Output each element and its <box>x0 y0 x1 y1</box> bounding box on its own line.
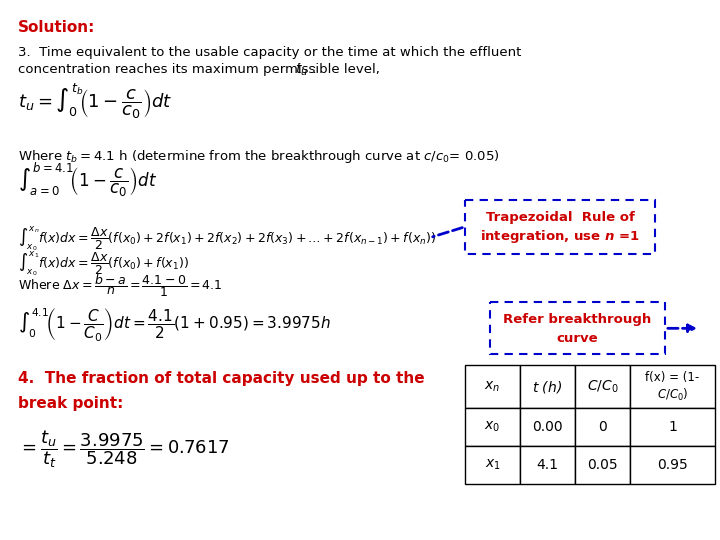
Bar <box>520 365 575 408</box>
Text: $\int_0^{4.1}\!\left(1 - \dfrac{C}{C_0}\right)dt = \dfrac{4.1}{2}(1+0.95) = 3.99: $\int_0^{4.1}\!\left(1 - \dfrac{C}{C_0}\… <box>18 307 331 344</box>
Text: $C/C_0$: $C/C_0$ <box>587 379 618 395</box>
Text: 4.  The fraction of total capacity used up to the: 4. The fraction of total capacity used u… <box>18 372 425 387</box>
Text: 0: 0 <box>598 420 607 434</box>
FancyBboxPatch shape <box>465 200 655 254</box>
Text: 0.05: 0.05 <box>588 458 618 472</box>
Text: Solution:: Solution: <box>18 21 95 36</box>
Bar <box>465 365 520 408</box>
Bar <box>520 446 575 484</box>
Text: 0.95: 0.95 <box>657 458 688 472</box>
Bar <box>465 408 520 446</box>
Bar <box>630 446 715 484</box>
Text: 3.  Time equivalent to the usable capacity or the time at which the effluent: 3. Time equivalent to the usable capacit… <box>18 46 521 59</box>
Text: f(x) = (1-: f(x) = (1- <box>645 372 700 384</box>
Text: $t_u$: $t_u$ <box>295 62 308 78</box>
Text: $= \dfrac{t_u}{t_t} = \dfrac{3.9975}{5.248} = 0.7617$: $= \dfrac{t_u}{t_t} = \dfrac{3.9975}{5.2… <box>18 428 230 470</box>
FancyBboxPatch shape <box>490 302 665 354</box>
Text: $t_u = \int_0^{t_b}\!\left(1 - \dfrac{c}{c_0}\right)dt$: $t_u = \int_0^{t_b}\!\left(1 - \dfrac{c}… <box>18 82 172 121</box>
Text: Trapezoidal  Rule of: Trapezoidal Rule of <box>485 211 634 224</box>
Text: $C/C_0$): $C/C_0$) <box>657 387 688 403</box>
Text: break point:: break point: <box>18 396 123 411</box>
Text: 4.1: 4.1 <box>536 458 559 472</box>
Text: concentration reaches its maximum permissible level,: concentration reaches its maximum permis… <box>18 63 380 77</box>
Bar <box>575 446 630 484</box>
Text: $\int_{x_0}^{x_1} f(x)dx = \dfrac{\Delta x}{2}(f(x_0) + f(x_1))$: $\int_{x_0}^{x_1} f(x)dx = \dfrac{\Delta… <box>18 249 189 278</box>
Text: $x_1$: $x_1$ <box>485 458 500 472</box>
Text: curve: curve <box>557 332 598 345</box>
Bar <box>575 365 630 408</box>
Text: $x_n$: $x_n$ <box>485 380 500 394</box>
Text: 0.00: 0.00 <box>532 420 563 434</box>
Text: Refer breakthrough: Refer breakthrough <box>503 313 652 326</box>
Text: integration, use $\bfit{n}$ =1: integration, use $\bfit{n}$ =1 <box>480 228 640 245</box>
Text: $x_0$: $x_0$ <box>485 420 500 434</box>
Text: Where $t_b = 4.1$ h (determine from the breakthrough curve at $c/c_0$= 0.05): Where $t_b = 4.1$ h (determine from the … <box>18 148 500 165</box>
Bar <box>630 365 715 408</box>
Text: $\int_{x_0}^{x_n} f(x)dx = \dfrac{\Delta x}{2}(f(x_0) + 2f(x_1) + 2f(x_2) + 2f(x: $\int_{x_0}^{x_n} f(x)dx = \dfrac{\Delta… <box>18 225 436 253</box>
Text: Where $\Delta x = \dfrac{b-a}{n} = \dfrac{4.1-0}{1} = 4.1$: Where $\Delta x = \dfrac{b-a}{n} = \dfra… <box>18 272 222 299</box>
Bar <box>630 408 715 446</box>
Text: $t$ (h): $t$ (h) <box>533 379 562 395</box>
Bar <box>465 446 520 484</box>
Text: 1: 1 <box>668 420 677 434</box>
Text: :: : <box>308 63 317 77</box>
Bar <box>575 408 630 446</box>
Text: $\int_{a=0}^{b=4.1}\!\left(1 - \dfrac{c}{c_0}\right)dt$: $\int_{a=0}^{b=4.1}\!\left(1 - \dfrac{c}… <box>18 160 157 199</box>
Bar <box>520 408 575 446</box>
